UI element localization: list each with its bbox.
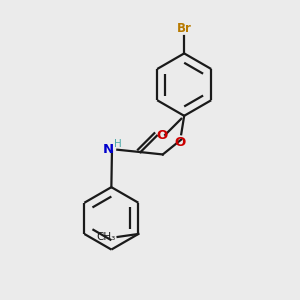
Text: Br: Br	[177, 22, 192, 35]
Text: N: N	[103, 142, 114, 156]
Text: H: H	[114, 139, 122, 149]
Text: O: O	[175, 136, 186, 149]
Text: O: O	[157, 129, 168, 142]
Text: CH₃: CH₃	[96, 232, 115, 242]
